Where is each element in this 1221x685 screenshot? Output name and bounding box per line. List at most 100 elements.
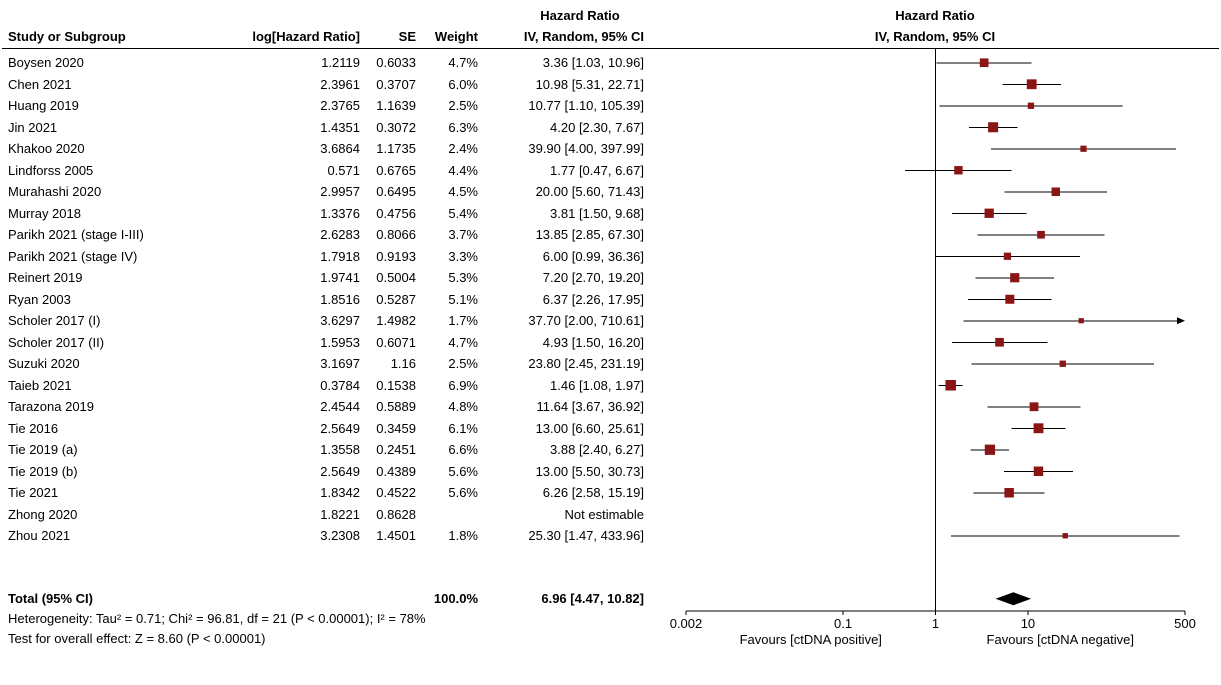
heterogeneity-text: Heterogeneity: Tau² = 0.71; Chi² = 96.81… bbox=[8, 611, 426, 626]
study-ci-text: 10.98 [5.31, 22.71] bbox=[535, 76, 644, 92]
study-ci-text: 23.80 [2.45, 231.19] bbox=[528, 356, 644, 372]
study-weight: 5.6% bbox=[448, 485, 478, 501]
effect-marker bbox=[984, 444, 996, 455]
study-loghr: 1.8516 bbox=[320, 291, 360, 307]
study-name: Lindforss 2005 bbox=[8, 162, 94, 178]
study-se: 1.4501 bbox=[376, 528, 416, 544]
total-weight: 100.0% bbox=[433, 591, 478, 607]
study-name: Chen 2021 bbox=[8, 76, 72, 92]
total-row: Total (95% CI) 100.0% 6.96 [4.47, 10.82] bbox=[0, 588, 652, 610]
effect-marker bbox=[1062, 533, 1068, 539]
study-row: Jin 2021 1.4351 0.3072 6.3% 4.20 [2.30, 7.67… bbox=[0, 117, 652, 139]
study-loghr: 1.5953 bbox=[320, 334, 360, 350]
study-se: 0.9193 bbox=[376, 248, 416, 264]
effect-marker bbox=[984, 208, 994, 218]
column-header-row: Study or Subgroup log[Hazard Ratio] SE W… bbox=[0, 26, 652, 47]
study-row: Zhou 2021 3.2308 1.4501 1.8% 25.30 [1.47, 43… bbox=[0, 525, 652, 547]
study-loghr: 1.3376 bbox=[320, 205, 360, 221]
study-weight: 4.7% bbox=[448, 334, 478, 350]
study-ci-text: 1.77 [0.47, 6.67] bbox=[550, 162, 644, 178]
study-row: Chen 2021 2.3961 0.3707 6.0% 10.98 [5.31, 22… bbox=[0, 74, 652, 96]
study-ci-text: 11.64 [3.67, 36.92] bbox=[536, 399, 644, 415]
effect-marker bbox=[1078, 318, 1084, 324]
study-weight: 3.3% bbox=[448, 248, 478, 264]
study-weight: 4.4% bbox=[448, 162, 478, 178]
study-weight: 5.3% bbox=[448, 270, 478, 286]
header-rule bbox=[2, 48, 1219, 49]
effect-marker bbox=[1005, 294, 1015, 304]
study-rows-container: Boysen 2020 1.2119 0.6033 4.7% 3.36 [1.03, 1… bbox=[0, 52, 652, 547]
study-weight: 5.1% bbox=[448, 291, 478, 307]
axis-tick-label: 0.1 bbox=[834, 616, 852, 631]
study-row: Scholer 2017 (II) 1.5953 0.6071 4.7% 4.93 [1… bbox=[0, 332, 652, 354]
study-se: 0.8066 bbox=[376, 227, 416, 243]
total-label: Total (95% CI) bbox=[8, 591, 93, 607]
study-ci-text: 4.93 [1.50, 16.20] bbox=[542, 334, 644, 350]
study-weight: 4.5% bbox=[448, 184, 478, 200]
study-weight: 2.4% bbox=[448, 141, 478, 157]
study-name: Jin 2021 bbox=[8, 119, 58, 135]
ci-arrow-right bbox=[1177, 317, 1185, 325]
study-row: Suzuki 2020 3.1697 1.16 2.5% 23.80 [2.45, 23… bbox=[0, 353, 652, 375]
study-se: 0.4389 bbox=[376, 463, 416, 479]
header-effect-measure-plot-col: Hazard Ratio bbox=[895, 8, 975, 23]
study-name: Parikh 2021 (stage IV) bbox=[8, 248, 138, 264]
study-row: Taieb 2021 0.3784 0.1538 6.9% 1.46 [1.08, 1.… bbox=[0, 375, 652, 397]
study-weight: 1.7% bbox=[448, 313, 478, 329]
study-name: Zhou 2021 bbox=[8, 528, 71, 544]
study-loghr: 3.6864 bbox=[320, 141, 360, 157]
study-weight: 2.5% bbox=[448, 98, 478, 114]
study-loghr: 2.3961 bbox=[320, 76, 360, 92]
study-loghr: 0.3784 bbox=[320, 377, 360, 393]
effect-marker bbox=[1029, 402, 1039, 412]
study-loghr: 2.4544 bbox=[320, 399, 360, 415]
study-row: Khakoo 2020 3.6864 1.1735 2.4% 39.90 [4.00, … bbox=[0, 138, 652, 160]
study-weight: 5.4% bbox=[448, 205, 478, 221]
study-ci-text: 4.20 [2.30, 7.67] bbox=[550, 119, 644, 135]
study-loghr: 1.7918 bbox=[320, 248, 360, 264]
study-se: 0.6033 bbox=[376, 55, 416, 71]
study-row: Parikh 2021 (stage I-III) 2.6283 0.8066 3.7… bbox=[0, 224, 652, 246]
study-row: Tie 2016 2.5649 0.3459 6.1% 13.00 [6.60, 25.… bbox=[0, 418, 652, 440]
study-loghr: 1.9741 bbox=[320, 270, 360, 286]
effect-marker bbox=[945, 379, 956, 391]
study-name: Huang 2019 bbox=[8, 98, 79, 114]
study-se: 0.4756 bbox=[376, 205, 416, 221]
study-se: 0.4522 bbox=[376, 485, 416, 501]
study-ci-text: 37.70 [2.00, 710.61] bbox=[528, 313, 644, 329]
study-weight: 3.7% bbox=[448, 227, 478, 243]
study-row: Reinert 2019 1.9741 0.5004 5.3% 7.20 [2.70, … bbox=[0, 267, 652, 289]
effect-marker bbox=[1080, 145, 1087, 152]
header-method-plot-col: IV, Random, 95% CI bbox=[874, 29, 996, 44]
study-weight: 6.1% bbox=[448, 420, 478, 436]
study-se: 1.16 bbox=[390, 356, 416, 372]
study-weight: 6.0% bbox=[448, 76, 478, 92]
effect-marker bbox=[954, 166, 963, 175]
study-se: 0.5004 bbox=[376, 270, 416, 286]
study-ci-text: 6.26 [2.58, 15.19] bbox=[542, 485, 644, 501]
study-loghr: 2.5649 bbox=[320, 463, 360, 479]
study-ci-text: 6.37 [2.26, 17.95] bbox=[542, 291, 644, 307]
study-name: Boysen 2020 bbox=[8, 55, 84, 71]
study-se: 1.1639 bbox=[376, 98, 416, 114]
study-se: 1.4982 bbox=[376, 313, 416, 329]
study-ci-text: 13.85 [2.85, 67.30] bbox=[535, 227, 644, 243]
study-row: Parikh 2021 (stage IV) 1.7918 0.9193 3.3% 6.… bbox=[0, 246, 652, 268]
study-ci-text: 13.00 [6.60, 25.61] bbox=[535, 420, 644, 436]
study-row: Huang 2019 2.3765 1.1639 2.5% 10.77 [1.10, 1… bbox=[0, 95, 652, 117]
study-se: 0.2451 bbox=[376, 442, 416, 458]
study-loghr: 3.6297 bbox=[320, 313, 360, 329]
study-se: 0.3459 bbox=[376, 420, 416, 436]
study-loghr: 3.1697 bbox=[320, 356, 360, 372]
effect-marker bbox=[1059, 360, 1066, 367]
effect-marker bbox=[1027, 102, 1035, 109]
effect-marker bbox=[1033, 466, 1044, 476]
header-weight-column: Weight bbox=[434, 29, 478, 44]
study-ci-text: 3.88 [2.40, 6.27] bbox=[550, 442, 644, 458]
study-name: Tarazona 2019 bbox=[8, 399, 95, 415]
study-se: 0.5889 bbox=[376, 399, 416, 415]
axis-tick-label: 0.002 bbox=[670, 616, 703, 631]
study-loghr: 3.2308 bbox=[320, 528, 360, 544]
